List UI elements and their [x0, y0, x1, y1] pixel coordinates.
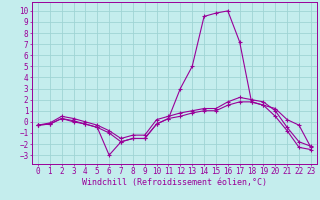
X-axis label: Windchill (Refroidissement éolien,°C): Windchill (Refroidissement éolien,°C) [82, 178, 267, 187]
